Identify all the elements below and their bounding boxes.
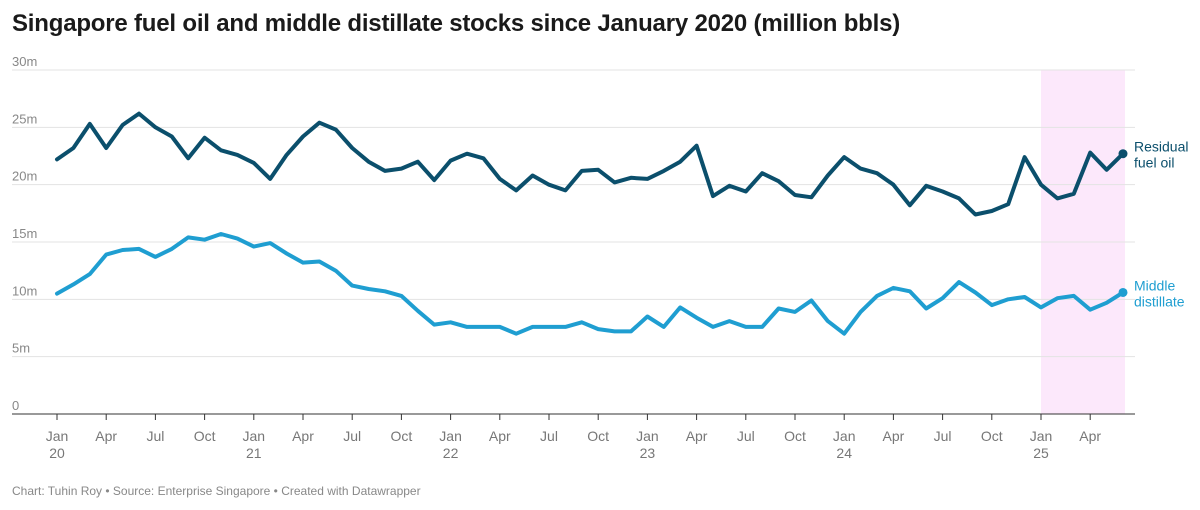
x-tick-label: Jan (439, 428, 462, 444)
x-tick-label: Apr (292, 428, 314, 444)
grid-layer: 0 5m 10m 15m 20m 25m 30m (12, 54, 1135, 413)
x-tick-year-label: 22 (443, 445, 459, 461)
x-tick-label: Jan (243, 428, 266, 444)
x-tick-label: Oct (981, 428, 1003, 444)
x-tick-label: Jan (1030, 428, 1053, 444)
series-label-1: distillate (1134, 293, 1185, 309)
x-tick-label: Apr (883, 428, 905, 444)
x-tick-label: Jan (636, 428, 659, 444)
x-tick-label: Jul (737, 428, 755, 444)
x-tick-label: Apr (686, 428, 708, 444)
x-tick-label: Jul (934, 428, 952, 444)
x-tick-label: Jul (146, 428, 164, 444)
series-label-1: Middle (1134, 277, 1175, 293)
x-tick-year-label: 20 (49, 445, 65, 461)
x-tick-year-label: 23 (640, 445, 656, 461)
x-tick-label: Jul (540, 428, 558, 444)
series-label-0: fuel oil (1134, 155, 1174, 171)
y-tick-label: 10m (12, 283, 37, 298)
x-tick-label: Apr (1079, 428, 1101, 444)
chart-title: Singapore fuel oil and middle distillate… (12, 10, 901, 37)
chart-footer: Chart: Tuhin Roy • Source: Enterprise Si… (12, 484, 421, 498)
x-tick-label: Oct (194, 428, 216, 444)
series-line-1 (55, 232, 1125, 336)
y-tick-label: 5m (12, 341, 30, 356)
x-tick-year-label: 24 (836, 445, 852, 461)
x-tick-label: Apr (95, 428, 117, 444)
x-tick-label: Oct (784, 428, 806, 444)
x-tick-label: Jul (343, 428, 361, 444)
series-end-point-1 (1118, 287, 1128, 297)
y-tick-label: 0 (12, 398, 19, 413)
y-tick-label: 20m (12, 169, 37, 184)
series-end-point-0 (1118, 149, 1128, 159)
x-tick-label: Oct (391, 428, 413, 444)
x-tick-year-label: 21 (246, 445, 262, 461)
y-tick-label: 15m (12, 226, 37, 241)
x-tick-label: Apr (489, 428, 511, 444)
series-line-0 (55, 111, 1125, 217)
series-label-0: Residual (1134, 139, 1188, 155)
x-tick-label: Oct (587, 428, 609, 444)
x-tick-label: Jan (46, 428, 69, 444)
series-layer (55, 111, 1128, 336)
y-tick-label: 30m (12, 54, 37, 69)
y-tick-label: 25m (12, 111, 37, 126)
x-tick-label: Jan (833, 428, 856, 444)
x-tick-year-label: 25 (1033, 445, 1049, 461)
